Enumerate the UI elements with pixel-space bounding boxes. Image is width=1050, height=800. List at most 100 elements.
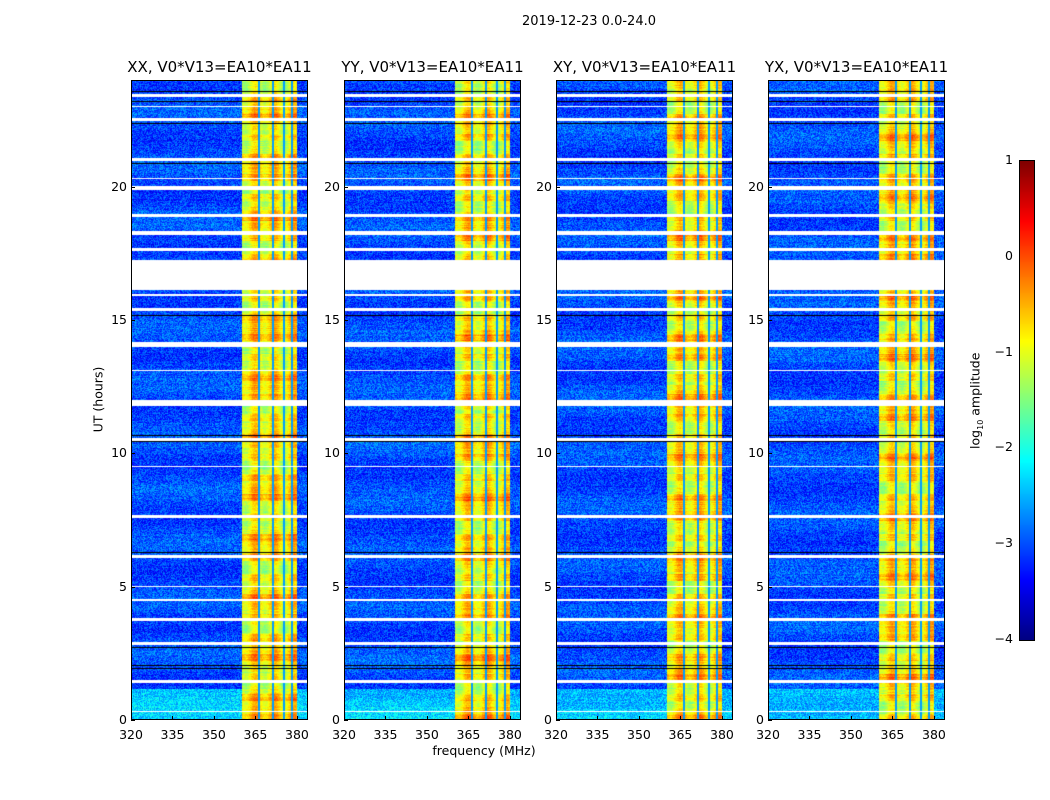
spectrogram-2 bbox=[556, 80, 733, 720]
y-tick-label: 10 bbox=[324, 445, 340, 461]
x-tick-label: 320 bbox=[332, 727, 356, 742]
x-tick-label: 320 bbox=[544, 727, 568, 742]
y-tick-mark bbox=[768, 186, 772, 188]
figure-title: 2019-12-23 0.0-24.0 bbox=[522, 14, 656, 29]
x-tick-mark bbox=[892, 716, 894, 720]
x-tick-label: 335 bbox=[797, 727, 822, 742]
spectrogram-0 bbox=[131, 80, 308, 720]
y-tick-label: 5 bbox=[332, 578, 340, 594]
spectrogram-3 bbox=[768, 80, 945, 720]
x-tick-mark bbox=[255, 716, 257, 720]
y-tick-label: 0 bbox=[119, 712, 127, 727]
x-tick-label: 320 bbox=[119, 727, 143, 742]
x-tick-label: 350 bbox=[839, 727, 863, 742]
y-tick-label: 20 bbox=[536, 178, 552, 194]
x-tick-label: 365 bbox=[243, 727, 268, 742]
colorbar-tick-label: −3 bbox=[994, 535, 1013, 551]
x-tick-mark bbox=[426, 716, 428, 720]
x-tick-mark bbox=[344, 716, 345, 720]
x-tick-mark bbox=[172, 716, 174, 720]
x-tick-mark bbox=[296, 716, 298, 720]
x-tick-mark bbox=[385, 716, 387, 720]
x-tick-label: 380 bbox=[710, 727, 734, 742]
y-tick-mark bbox=[344, 586, 348, 588]
y-tick-mark bbox=[556, 453, 560, 455]
colorbar-tick-label: −1 bbox=[994, 343, 1013, 359]
colorbar-label-main: log bbox=[967, 429, 983, 449]
y-tick-mark bbox=[556, 320, 560, 321]
x-tick-mark bbox=[468, 716, 470, 720]
x-tick-label: 350 bbox=[627, 727, 651, 742]
colorbar-ticks: 1 0 −1 −2 −3 −4 bbox=[995, 152, 1033, 646]
y-tick-label: 10 bbox=[748, 445, 764, 461]
y-tick-label: 15 bbox=[111, 312, 127, 327]
x-tick-mark bbox=[597, 716, 599, 720]
x-tick-mark bbox=[933, 716, 935, 720]
panel-title: XY, V0*V13=EA10*EA11 bbox=[552, 58, 737, 76]
panel-title: XX, V0*V13=EA10*EA11 bbox=[127, 58, 312, 76]
panel-title: YX, V0*V13=EA10*EA11 bbox=[764, 58, 949, 76]
y-tick-label: 5 bbox=[544, 578, 552, 594]
panel-title: YY, V0*V13=EA10*EA11 bbox=[341, 58, 524, 76]
y-tick-mark bbox=[556, 720, 560, 721]
colorbar-tick-label: 1 bbox=[1005, 152, 1013, 167]
y-tick-mark bbox=[344, 320, 348, 321]
panel-yy: YY, V0*V13=EA10*EA11 320 335 350 365 380 0 5 10 1… bbox=[324, 58, 524, 742]
x-tick-label: 335 bbox=[160, 727, 185, 742]
y-tick-mark bbox=[131, 320, 135, 321]
y-tick-label: 20 bbox=[748, 178, 764, 194]
x-tick-mark bbox=[131, 716, 132, 720]
y-tick-label: 10 bbox=[111, 445, 127, 461]
y-tick-label: 0 bbox=[756, 712, 764, 727]
y-tick-label: 15 bbox=[324, 312, 340, 327]
y-tick-mark bbox=[768, 720, 772, 721]
x-tick-label: 350 bbox=[202, 727, 226, 742]
y-tick-mark bbox=[131, 586, 135, 588]
y-tick-mark bbox=[556, 586, 560, 588]
x-tick-label: 335 bbox=[585, 727, 610, 742]
panel-xy: XY, V0*V13=EA10*EA11 320 335 350 365 380 0 5 10 1… bbox=[536, 58, 736, 742]
x-axis-label: frequency (MHz) bbox=[432, 743, 536, 758]
x-tick-mark bbox=[680, 716, 682, 720]
y-tick-mark bbox=[131, 453, 135, 455]
y-tick-mark bbox=[768, 586, 772, 588]
y-tick-mark bbox=[131, 186, 135, 188]
x-tick-label: 335 bbox=[373, 727, 398, 742]
y-tick-mark bbox=[344, 720, 348, 721]
x-tick-mark bbox=[721, 716, 723, 720]
y-tick-mark bbox=[344, 186, 348, 188]
x-tick-label: 365 bbox=[668, 727, 693, 742]
y-tick-label: 5 bbox=[119, 578, 127, 594]
x-tick-mark bbox=[638, 716, 640, 720]
x-tick-mark bbox=[509, 716, 511, 720]
y-tick-label: 15 bbox=[748, 312, 764, 327]
y-tick-label: 10 bbox=[536, 445, 552, 461]
y-tick-mark bbox=[344, 453, 348, 455]
y-tick-label: 15 bbox=[536, 312, 552, 327]
colorbar-tick-label: 0 bbox=[1005, 247, 1013, 263]
x-tick-mark bbox=[768, 716, 769, 720]
x-tick-mark bbox=[213, 716, 215, 720]
x-tick-label: 365 bbox=[880, 727, 905, 742]
y-tick-mark bbox=[768, 320, 772, 321]
x-tick-label: 365 bbox=[456, 727, 481, 742]
panel-yx: YX, V0*V13=EA10*EA11 320 335 350 365 380 0 5 10 1… bbox=[748, 58, 948, 742]
x-tick-mark bbox=[850, 716, 852, 720]
colorbar-tick-label: −4 bbox=[994, 631, 1013, 646]
x-tick-mark bbox=[556, 716, 557, 720]
y-tick-label: 20 bbox=[111, 178, 127, 194]
x-tick-label: 320 bbox=[756, 727, 780, 742]
x-tick-label: 380 bbox=[285, 727, 309, 742]
colorbar-label-sub: 10 bbox=[975, 419, 985, 430]
panel-xx: XX, V0*V13=EA10*EA11 320 335 350 365 380 0 5 10 1… bbox=[111, 58, 312, 742]
y-tick-mark bbox=[556, 186, 560, 188]
y-tick-label: 5 bbox=[756, 578, 764, 594]
x-tick-label: 380 bbox=[498, 727, 522, 742]
x-tick-label: 350 bbox=[415, 727, 439, 742]
colorbar-label-rest: amplitude bbox=[967, 352, 983, 420]
x-tick-mark bbox=[809, 716, 811, 720]
colorbar-tick-label: −2 bbox=[994, 439, 1013, 455]
y-axis-label: UT (hours) bbox=[90, 366, 106, 433]
y-tick-label: 0 bbox=[332, 712, 340, 727]
y-tick-mark bbox=[131, 720, 135, 721]
